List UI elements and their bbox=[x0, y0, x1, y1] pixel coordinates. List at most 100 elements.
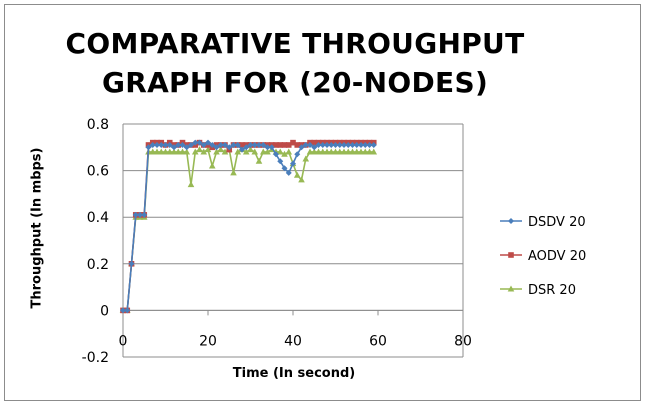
data-point bbox=[191, 148, 199, 155]
data-point bbox=[128, 260, 135, 267]
data-point bbox=[370, 148, 378, 155]
legend-marker bbox=[507, 285, 515, 292]
data-point bbox=[353, 148, 361, 155]
data-point bbox=[294, 151, 301, 158]
data-point bbox=[366, 141, 373, 148]
data-point bbox=[259, 148, 267, 155]
data-point bbox=[187, 181, 195, 188]
data-point bbox=[290, 139, 296, 146]
legend-item: DSDV 20 bbox=[500, 215, 586, 230]
data-point bbox=[183, 148, 191, 155]
y-tick-label: -0.2 bbox=[82, 350, 109, 366]
data-point bbox=[208, 162, 216, 169]
data-point bbox=[196, 139, 203, 146]
data-point bbox=[179, 148, 186, 155]
data-point bbox=[362, 141, 369, 148]
data-point bbox=[222, 141, 228, 148]
chart-title-line-1: COMPARATIVE THROUGHPUT bbox=[65, 27, 525, 60]
data-point bbox=[141, 211, 148, 218]
data-point bbox=[183, 144, 190, 151]
data-point bbox=[256, 141, 262, 148]
data-point bbox=[221, 148, 229, 155]
data-point bbox=[247, 141, 254, 148]
data-point bbox=[217, 141, 224, 148]
data-point bbox=[217, 146, 225, 153]
data-point bbox=[349, 141, 356, 148]
data-point bbox=[306, 148, 314, 155]
legend: DSDV 20 AODV 20 DSR 20 bbox=[500, 215, 586, 298]
data-point bbox=[340, 148, 348, 155]
series-line bbox=[123, 141, 374, 312]
chart-title-line-2: GRAPH FOR (20-NODES) bbox=[101, 66, 489, 99]
x-tick-label: 0 bbox=[119, 333, 128, 349]
legend-item: DSR 20 bbox=[500, 283, 576, 298]
axes bbox=[122, 124, 464, 357]
data-point bbox=[324, 141, 330, 148]
data-point bbox=[196, 146, 203, 153]
data-point bbox=[311, 144, 318, 151]
tick-labels: -0.2 0 0.2 0.4 0.6 0.8 0 20 40 60 80 bbox=[82, 117, 472, 366]
series-dsr-20 bbox=[119, 146, 378, 313]
series-line bbox=[123, 141, 374, 312]
data-point bbox=[281, 165, 288, 172]
data-point bbox=[336, 148, 344, 155]
data-point bbox=[310, 148, 318, 155]
data-point bbox=[344, 148, 352, 155]
data-point bbox=[349, 148, 356, 155]
data-point bbox=[285, 169, 292, 176]
data-point bbox=[260, 141, 267, 148]
data-point bbox=[162, 141, 169, 148]
chart-title: COMPARATIVE THROUGHPUT GRAPH FOR (20-NOD… bbox=[60, 24, 530, 102]
data-point bbox=[353, 141, 360, 148]
series-line bbox=[123, 148, 374, 312]
y-tick-label: 0 bbox=[100, 303, 109, 319]
y-tick-label: 0.6 bbox=[87, 164, 109, 180]
data-point bbox=[179, 141, 186, 148]
data-point bbox=[328, 141, 335, 148]
data-point bbox=[323, 148, 331, 155]
data-point bbox=[213, 148, 220, 155]
data-point bbox=[149, 141, 156, 148]
x-tick-label: 80 bbox=[454, 333, 472, 349]
data-point bbox=[209, 141, 216, 148]
data-point bbox=[332, 141, 339, 148]
data-point bbox=[230, 169, 237, 176]
data-point bbox=[277, 158, 284, 165]
legend-marker bbox=[508, 252, 514, 258]
legend-item: AODV 20 bbox=[500, 249, 586, 264]
data-point bbox=[276, 148, 284, 155]
grid-lines bbox=[123, 123, 463, 358]
data-point bbox=[226, 144, 233, 151]
data-point bbox=[358, 141, 364, 148]
data-point bbox=[294, 142, 301, 148]
data-point bbox=[281, 142, 288, 148]
data-point bbox=[200, 141, 207, 148]
data-point bbox=[188, 141, 194, 148]
data-point bbox=[120, 307, 126, 314]
data-point bbox=[319, 148, 327, 155]
data-point bbox=[166, 148, 174, 155]
data-point bbox=[302, 155, 310, 162]
data-point bbox=[277, 142, 284, 148]
data-point bbox=[285, 148, 293, 155]
data-point bbox=[243, 144, 250, 151]
data-point bbox=[268, 144, 275, 151]
data-point bbox=[302, 141, 309, 148]
y-tick-label: 0.2 bbox=[87, 257, 109, 273]
data-point bbox=[170, 148, 178, 155]
data-point bbox=[145, 144, 152, 151]
data-point bbox=[213, 144, 220, 151]
x-axis-label: Time (In second) bbox=[232, 366, 356, 381]
data-point bbox=[154, 141, 160, 148]
data-point bbox=[319, 141, 326, 148]
data-point bbox=[149, 148, 157, 155]
data-point bbox=[153, 148, 161, 155]
data-point bbox=[205, 139, 211, 146]
data-point bbox=[132, 211, 139, 218]
data-point bbox=[311, 139, 318, 146]
data-point bbox=[273, 142, 279, 148]
data-point bbox=[239, 142, 245, 148]
y-tick-label: 0.8 bbox=[87, 117, 109, 133]
data-point bbox=[175, 141, 182, 148]
data-point bbox=[281, 150, 288, 157]
